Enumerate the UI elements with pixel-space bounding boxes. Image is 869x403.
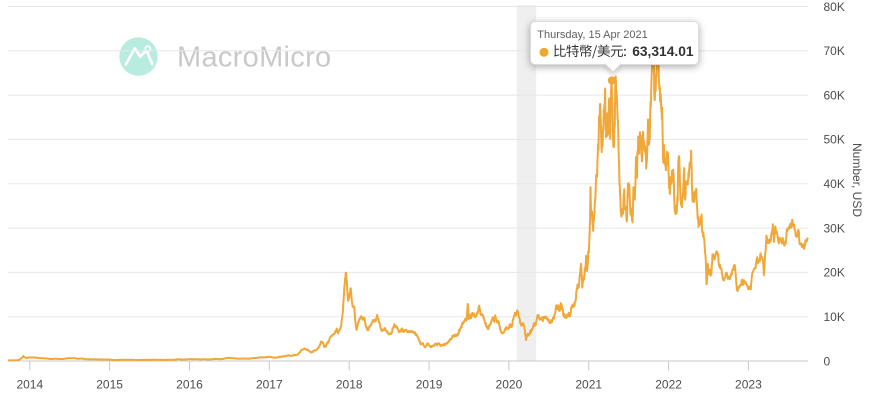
svg-text:0: 0 [824,354,831,368]
svg-text:MacroMicro: MacroMicro [177,41,331,73]
svg-text:50K: 50K [824,133,845,147]
svg-text:70K: 70K [824,44,845,58]
svg-text:2019: 2019 [416,377,443,391]
svg-text:2020: 2020 [496,377,523,391]
svg-text:2017: 2017 [256,377,283,391]
svg-text:2014: 2014 [16,377,43,391]
svg-text:2016: 2016 [176,377,203,391]
svg-text:80K: 80K [824,0,845,14]
svg-text:30K: 30K [824,221,845,235]
svg-text:2022: 2022 [655,377,682,391]
svg-text:Number, USD: Number, USD [850,143,864,217]
svg-text:63,314.01: 63,314.01 [632,44,694,59]
svg-text:2018: 2018 [336,377,363,391]
svg-text:20K: 20K [824,266,845,280]
svg-text:10K: 10K [824,310,845,324]
svg-text:60K: 60K [824,88,845,102]
svg-text:40K: 40K [824,177,845,191]
svg-text:2015: 2015 [96,377,123,391]
svg-text:2021: 2021 [575,377,602,391]
svg-text:2023: 2023 [735,377,762,391]
svg-text:Thursday, 15 Apr 2021: Thursday, 15 Apr 2021 [537,28,647,40]
